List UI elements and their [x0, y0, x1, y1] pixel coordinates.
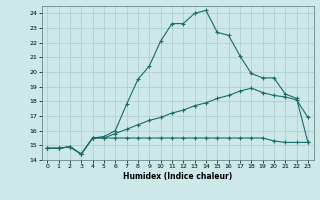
X-axis label: Humidex (Indice chaleur): Humidex (Indice chaleur): [123, 172, 232, 181]
